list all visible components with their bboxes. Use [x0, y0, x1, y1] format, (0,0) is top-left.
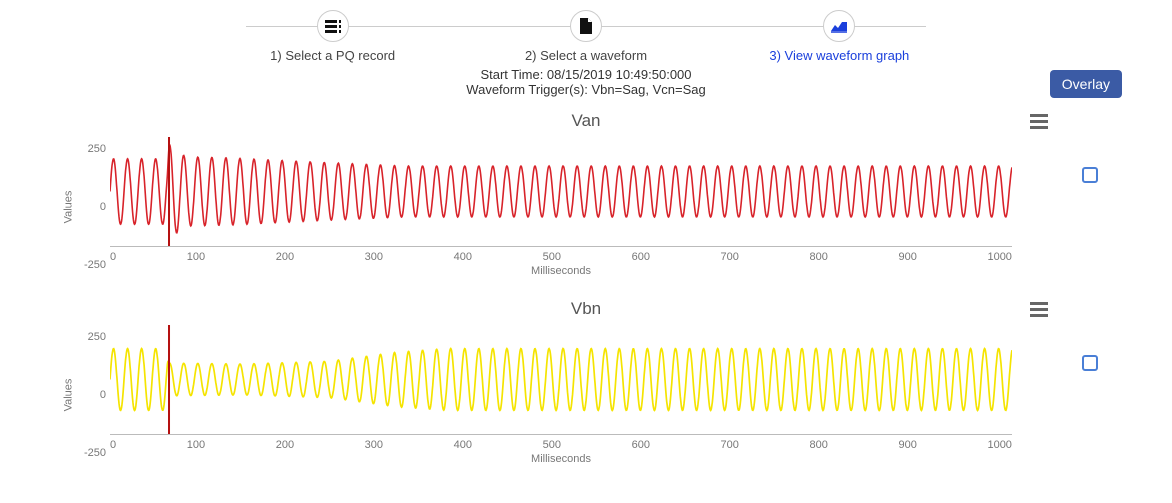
y-ticks: -250 0 250 [70, 325, 106, 465]
plot-area: Values-250025001002003004005006007008009… [110, 137, 1012, 277]
plot-area: Values-250025001002003004005006007008009… [110, 325, 1012, 465]
x-tick: 500 [543, 439, 561, 451]
meta-block: Start Time: 08/15/2019 10:49:50:000 Wave… [40, 67, 1132, 97]
file-icon [570, 10, 602, 42]
x-tick: 800 [810, 439, 828, 451]
chart-title: Vbn [40, 299, 1132, 319]
x-tick: 700 [721, 439, 739, 451]
overlay-button[interactable]: Overlay [1050, 70, 1122, 98]
step-3[interactable]: 3) View waveform graph [713, 10, 966, 63]
x-ticks: 0 100 200 300 400 500 600 700 800 900 1000 [110, 435, 1012, 451]
chart-icon [823, 10, 855, 42]
y-tick: 0 [70, 389, 106, 401]
x-tick: 600 [632, 251, 650, 263]
x-tick: 300 [365, 251, 383, 263]
chart-title: Van [40, 111, 1132, 131]
x-ticks: 0 100 200 300 400 500 600 700 800 900 1000 [110, 247, 1012, 263]
step-1-label: 1) Select a PQ record [270, 48, 395, 63]
y-ticks: -250 0 250 [70, 137, 106, 277]
step-2-label: 2) Select a waveform [525, 48, 647, 63]
charts-container: VanValues-250025001002003004005006007008… [40, 111, 1132, 465]
y-tick: -250 [70, 259, 106, 271]
chart-select-checkbox[interactable] [1082, 355, 1098, 371]
chart-select-checkbox[interactable] [1082, 167, 1098, 183]
x-tick: 400 [454, 251, 472, 263]
step-3-label: 3) View waveform graph [769, 48, 909, 63]
y-tick: -250 [70, 447, 106, 459]
x-axis-label: Milliseconds [110, 265, 1012, 277]
chart-van: VanValues-250025001002003004005006007008… [40, 111, 1132, 277]
x-tick: 300 [365, 439, 383, 451]
x-tick: 100 [187, 439, 205, 451]
x-tick: 1000 [987, 439, 1011, 451]
x-tick: 900 [898, 251, 916, 263]
x-tick: 400 [454, 439, 472, 451]
triggers-text: Waveform Trigger(s): Vbn=Sag, Vcn=Sag [40, 82, 1132, 97]
waveform-path [110, 349, 1012, 411]
y-tick: 0 [70, 201, 106, 213]
y-tick: 250 [70, 143, 106, 155]
x-tick: 200 [276, 439, 294, 451]
waveform-path [110, 145, 1012, 233]
x-tick: 200 [276, 251, 294, 263]
waveform-svg[interactable] [110, 137, 1012, 247]
x-tick: 900 [898, 439, 916, 451]
wizard-stepper: 1) Select a PQ record 2) Select a wavefo… [206, 10, 966, 63]
waveform-svg[interactable] [110, 325, 1012, 435]
list-icon [317, 10, 349, 42]
chart-vbn: VbnValues-250025001002003004005006007008… [40, 299, 1132, 465]
step-1[interactable]: 1) Select a PQ record [206, 10, 459, 63]
x-tick: 700 [721, 251, 739, 263]
x-tick: 0 [110, 439, 116, 451]
step-2[interactable]: 2) Select a waveform [459, 10, 712, 63]
x-tick: 500 [543, 251, 561, 263]
chart-menu-icon[interactable] [1030, 299, 1048, 320]
x-tick: 600 [632, 439, 650, 451]
y-tick: 250 [70, 331, 106, 343]
x-tick: 800 [810, 251, 828, 263]
start-time-text: Start Time: 08/15/2019 10:49:50:000 [40, 67, 1132, 82]
chart-menu-icon[interactable] [1030, 111, 1048, 132]
x-tick: 100 [187, 251, 205, 263]
x-tick: 1000 [987, 251, 1011, 263]
x-axis-label: Milliseconds [110, 453, 1012, 465]
x-tick: 0 [110, 251, 116, 263]
